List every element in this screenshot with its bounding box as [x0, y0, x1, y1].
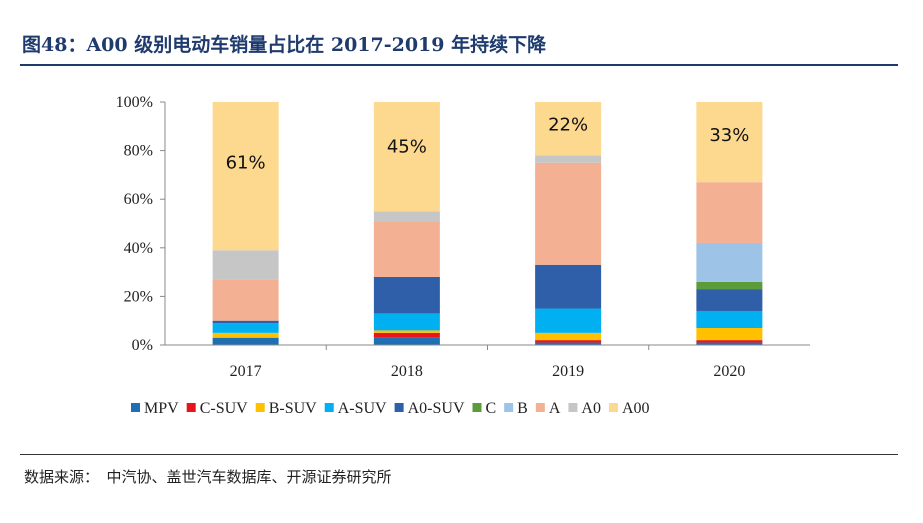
bar-segment-a0-suv-2018	[373, 276, 440, 314]
data-labels: 61% 45% 22% 33%	[226, 114, 750, 173]
bar-segment-mpv-2020	[696, 342, 763, 345]
legend-swatch-b-suv	[255, 403, 265, 412]
legend-swatch-a00	[608, 403, 618, 412]
bar-segment-a0-2019	[535, 155, 602, 163]
legend-label-c: C	[486, 400, 497, 417]
bottom-rule	[20, 454, 898, 455]
bar-segment-mpv-2017	[212, 337, 279, 345]
x-axis-ticks: 2017 2018 2019 2020	[230, 363, 746, 380]
legend: MPV C-SUV B-SUV A-SUV A0-SUV C B A A0 A00	[131, 400, 650, 417]
legend-swatch-a0-suv	[394, 403, 404, 412]
legend-swatch-a0	[568, 403, 578, 412]
bar-segment-b-suv-2019	[535, 332, 602, 341]
legend-swatch-b	[504, 403, 514, 412]
bar-segment-a0-2018	[373, 211, 440, 222]
bar-segment-b-suv-2020	[696, 327, 763, 341]
bar-segment-a-suv-2019	[535, 308, 602, 333]
legend-label-c-suv: C-SUV	[200, 400, 248, 417]
legend-label-b: B	[517, 400, 528, 417]
bar-segment-a-2017	[212, 279, 279, 321]
legend-label-a0: A0	[581, 400, 601, 417]
data-label-a00: 22%	[548, 114, 588, 135]
stacked-bar-chart: 0% 20% 40% 60% 80% 100% 2017 2018 2019 2020 61% 4…	[116, 94, 810, 417]
bar-segment-a0-suv-2017	[212, 320, 279, 324]
y-axis-ticks: 0% 20% 40% 60% 80% 100%	[116, 94, 165, 354]
legend-label-a-suv: A-SUV	[338, 400, 387, 417]
bar-segment-b-suv-2018	[373, 330, 440, 333]
bar-segment-a00-2019	[535, 102, 602, 156]
bar-segment-mpv-2019	[535, 342, 602, 345]
title-rule	[20, 64, 898, 66]
y-tick-label: 60%	[124, 191, 153, 208]
bar-segment-a00-2018	[373, 102, 440, 212]
bar-segment-a-suv-2018	[373, 313, 440, 331]
x-tick-label: 2018	[391, 363, 423, 380]
bar-segment-a-2019	[535, 162, 602, 265]
bar-segment-a00-2020	[696, 102, 763, 183]
bar-segment-a00-2017	[212, 102, 279, 251]
data-label-a00: 33%	[709, 125, 749, 146]
legend-swatch-a-suv	[324, 403, 334, 412]
bar-segment-mpv-2018	[373, 337, 440, 345]
legend-swatch-a	[535, 403, 545, 412]
x-tick-label: 2019	[552, 363, 584, 380]
bar-segment-b-2020	[696, 242, 763, 282]
bar-series	[212, 102, 763, 345]
legend-label-b-suv: B-SUV	[269, 400, 317, 417]
legend-swatch-mpv	[131, 403, 140, 412]
source-note: 数据来源： 中汽协、盖世汽车数据库、开源证券研究所	[24, 468, 392, 486]
bar-segment-b-suv-2017	[212, 332, 279, 338]
bar-segment-c-2020	[696, 281, 763, 290]
y-tick-label: 100%	[116, 94, 153, 111]
bar-segment-a0-suv-2020	[696, 289, 763, 311]
y-tick-label: 40%	[124, 240, 153, 257]
legend-label-mpv: MPV	[144, 400, 179, 417]
data-label-a00: 45%	[387, 137, 427, 158]
bar-segment-c-suv-2020	[696, 340, 763, 343]
x-tick-label: 2020	[713, 363, 745, 380]
bar-segment-c-suv-2019	[535, 340, 602, 343]
bar-segment-a-suv-2017	[212, 323, 279, 333]
bar-segment-a-2018	[373, 221, 440, 277]
y-tick-label: 80%	[124, 143, 153, 160]
figure-title: 图48：A00 级别电动车销量占比在 2017-2019 年持续下降	[22, 34, 547, 56]
bar-segment-a-2020	[696, 182, 763, 243]
legend-swatch-c	[472, 403, 482, 412]
bar-segment-a0-2017	[212, 250, 279, 280]
data-label-a00: 61%	[226, 152, 266, 173]
legend-label-a0-suv: A0-SUV	[408, 400, 465, 417]
x-tick-label: 2017	[230, 363, 262, 380]
bar-segment-a-suv-2020	[696, 310, 763, 328]
chart-axes	[164, 102, 810, 350]
bar-segment-a0-suv-2019	[535, 264, 602, 309]
y-tick-label: 20%	[124, 288, 153, 305]
legend-label-a00: A00	[622, 400, 650, 417]
legend-label-a: A	[549, 400, 561, 417]
bar-segment-c-suv-2018	[373, 332, 440, 338]
legend-swatch-c-suv	[186, 403, 196, 412]
y-tick-label: 0%	[132, 337, 153, 354]
